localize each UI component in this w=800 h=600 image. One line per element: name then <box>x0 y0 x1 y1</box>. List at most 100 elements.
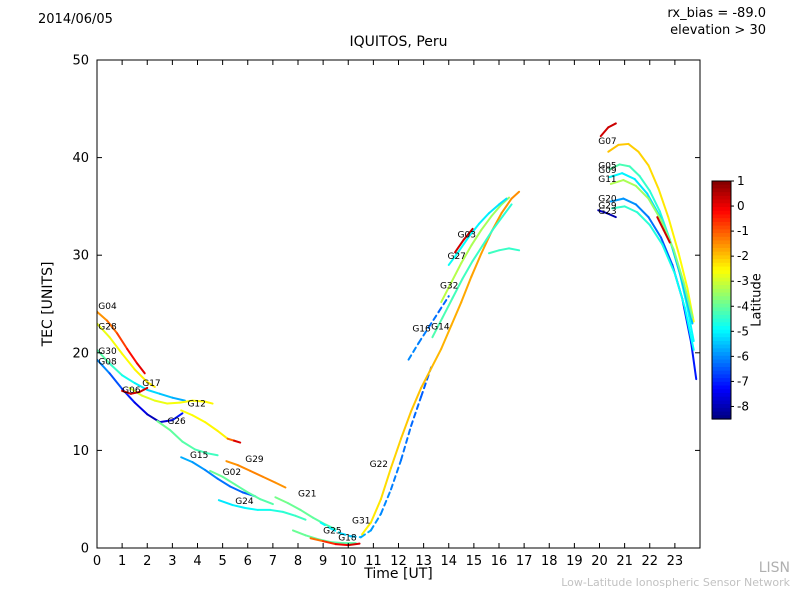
colorbar-gradient-slice <box>712 378 731 383</box>
series-segment <box>618 163 631 168</box>
series-segment <box>246 491 262 501</box>
series-segment <box>329 527 342 535</box>
series-segment <box>661 243 676 275</box>
x-tick-label: 3 <box>168 554 176 569</box>
series-segment <box>261 475 277 484</box>
colorbar-gradient-slice <box>712 195 731 201</box>
colorbar-gradient-slice <box>712 318 731 323</box>
satellite-label-G23: G23 <box>598 207 616 217</box>
series-segment <box>216 477 232 488</box>
series-segment <box>361 521 372 536</box>
y-tick-label: 0 <box>81 542 89 557</box>
colorbar-tick-label: -8 <box>737 399 749 413</box>
y-axis-label: TEC [UNITS] <box>40 261 56 347</box>
colorbar-gradient-slice <box>712 247 731 253</box>
colorbar-tick-label: -4 <box>737 299 749 313</box>
series-red-fragment-evening-mid <box>656 216 671 244</box>
series-segment <box>369 498 382 524</box>
x-tick-label: 10 <box>340 554 357 569</box>
series-segment <box>638 175 651 192</box>
x-tick-label: 7 <box>269 554 277 569</box>
series-segment <box>141 394 156 402</box>
x-tick-label: 12 <box>390 554 407 569</box>
colorbar-gradient-slice <box>712 370 731 375</box>
colorbar-gradient-slice <box>712 389 731 394</box>
satellite-label-G07: G07 <box>598 137 616 147</box>
series-segment <box>108 362 124 377</box>
series-segment <box>660 219 675 251</box>
colorbar-gradient-slice <box>712 296 731 301</box>
series-G28 <box>97 322 156 388</box>
colorbar-gradient-slice <box>712 221 731 227</box>
colorbar-gradient-slice <box>712 244 731 249</box>
colorbar-gradient-slice <box>712 329 731 335</box>
series-segment <box>229 485 244 494</box>
series-segment <box>389 437 403 469</box>
series-segment <box>294 514 307 521</box>
series-segment <box>451 277 464 300</box>
satellite-label-G31: G31 <box>352 517 370 527</box>
series-segment <box>389 459 403 491</box>
colorbar-tick-label: -5 <box>737 324 749 338</box>
date-label: 2014/06/05 <box>38 12 113 27</box>
x-tick-label: 8 <box>294 554 302 569</box>
series-segment <box>417 326 430 345</box>
series-segment <box>498 197 508 206</box>
series-segment <box>129 390 141 395</box>
colorbar-gradient-slice <box>712 404 731 409</box>
colorbar-gradient-slice <box>712 322 731 327</box>
series-G11 <box>609 179 694 319</box>
elevation-label: elevation > 30 <box>670 22 766 38</box>
series-segment <box>158 419 174 424</box>
axes: 0 1 2 3 4 5 6 7 8 9 10 11 12 13 14 15 16 17 18 19 20 21 22 2301… <box>72 54 701 569</box>
x-tick-label: 21 <box>616 554 633 569</box>
series-segment <box>121 374 136 385</box>
watermark-brand: LISN <box>758 560 790 576</box>
satellite-label-G14: G14 <box>431 322 450 332</box>
series-segment <box>457 235 470 253</box>
series-segment <box>599 126 610 138</box>
satellite-label-G29-evening: G29 <box>598 201 617 211</box>
series-segment <box>324 523 337 531</box>
colorbar-gradient-slice <box>712 255 731 260</box>
series-G31 <box>319 366 433 539</box>
series-segment <box>400 410 413 440</box>
series-G29-evening <box>611 205 695 351</box>
series-segment <box>171 412 184 422</box>
colorbar: 1 0 -1 -2 -3 -4 -5 -6 -7 -8 <box>711 174 749 420</box>
series-segment <box>291 529 307 537</box>
series-segment <box>146 388 161 395</box>
colorbar-gradient-slice <box>712 359 731 364</box>
colorbar-gradient-slice <box>712 210 731 216</box>
x-tick-label: 20 <box>591 554 608 569</box>
colorbar-gradient-slice <box>712 352 731 357</box>
colorbar-gradient-slice <box>712 337 731 342</box>
x-tick-label: 22 <box>641 554 658 569</box>
x-tick-label: 9 <box>319 554 327 569</box>
series-segment <box>467 222 480 238</box>
x-tick-label: 11 <box>365 554 382 569</box>
series-segment <box>379 488 392 515</box>
series-segment <box>369 512 382 532</box>
series-G18 <box>309 537 361 547</box>
watermark-name: Low-Latitude Ionospheric Sensor Network <box>561 576 790 589</box>
colorbar-gradient-slice <box>712 259 731 264</box>
series-segment <box>181 440 196 451</box>
series-segment <box>136 362 146 375</box>
series-segment <box>216 429 229 440</box>
series-segment <box>427 310 440 329</box>
series-segment <box>349 535 362 539</box>
colorbar-gradient-slice <box>712 251 731 256</box>
series-segment <box>319 521 332 530</box>
colorbar-gradient-slice <box>712 396 731 402</box>
series-segment <box>232 439 242 444</box>
colorbar-tick-label: 0 <box>737 199 745 213</box>
series-segment <box>153 399 169 405</box>
series-segment <box>647 164 660 190</box>
y-tick-label: 40 <box>72 151 89 166</box>
series-segment <box>431 316 444 339</box>
series-segment <box>121 352 136 371</box>
satellite-label-G05: G05 <box>598 161 616 171</box>
series-segment <box>450 301 463 327</box>
